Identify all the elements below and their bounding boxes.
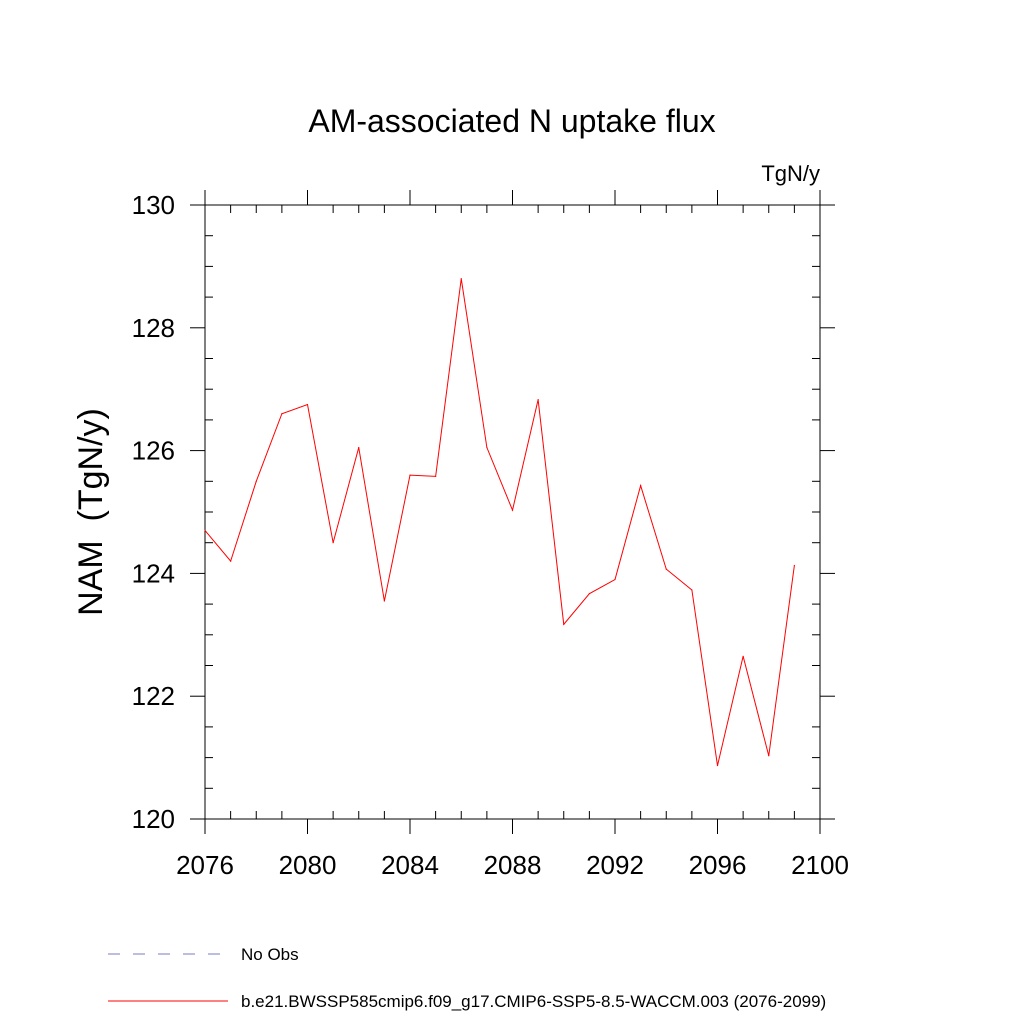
- data-point: [358, 446, 360, 449]
- data-point: [383, 600, 385, 602]
- data-point: [588, 593, 590, 595]
- chart-title: AM-associated N uptake flux: [308, 103, 715, 139]
- x-tick-label: 2076: [176, 850, 234, 880]
- y-tick-label: 124: [132, 558, 175, 588]
- data-point: [306, 403, 309, 406]
- data-point: [563, 623, 565, 625]
- x-tick-label: 2096: [689, 850, 747, 880]
- data-point: [486, 446, 488, 449]
- series-group: [204, 278, 795, 767]
- data-point: [230, 560, 232, 562]
- data-point: [460, 278, 462, 280]
- x-tick-label: 2088: [484, 850, 542, 880]
- y-tick-label: 120: [132, 804, 175, 834]
- tick-labels: 2076 2080 2084 2088 2092 2096 2100 120 122 124 126…: [132, 190, 849, 880]
- x-tick-label: 2084: [381, 850, 439, 880]
- data-point: [537, 399, 539, 401]
- x-tick-label: 2080: [279, 850, 337, 880]
- data-point: [281, 413, 283, 415]
- data-point: [511, 509, 514, 511]
- data-point: [640, 484, 642, 487]
- y-tick-label: 126: [132, 436, 175, 466]
- legend-label: b.e21.BWSSP585cmip6.f09_g17.CMIP6-SSP5-8…: [241, 992, 826, 1011]
- x-tick-label: 2100: [791, 850, 849, 880]
- data-point: [716, 764, 719, 767]
- data-point: [665, 568, 667, 570]
- y-tick-label: 122: [132, 681, 175, 711]
- legend-label: No Obs: [241, 945, 299, 964]
- data-point: [409, 474, 411, 476]
- y-axis-label: NAM (TgN/y): [72, 408, 110, 616]
- y-tick-label: 130: [132, 190, 175, 220]
- units-label: TgN/y: [761, 161, 820, 186]
- plot-frame: [204, 204, 821, 820]
- x-tick-label: 2092: [586, 850, 644, 880]
- axis-ticks: [190, 190, 835, 834]
- data-point: [204, 529, 206, 532]
- y-tick-label: 128: [132, 313, 175, 343]
- data-point: [793, 564, 795, 567]
- data-point: [742, 655, 744, 657]
- data-point: [691, 589, 693, 591]
- data-point: [332, 542, 334, 544]
- series-line: [204, 278, 795, 766]
- legend: No Obs b.e21.BWSSP585cmip6.f09_g17.CMIP6-…: [108, 945, 826, 1011]
- data-point: [614, 578, 616, 581]
- data-point: [435, 475, 437, 477]
- data-point: [255, 480, 257, 482]
- data-point: [768, 755, 770, 757]
